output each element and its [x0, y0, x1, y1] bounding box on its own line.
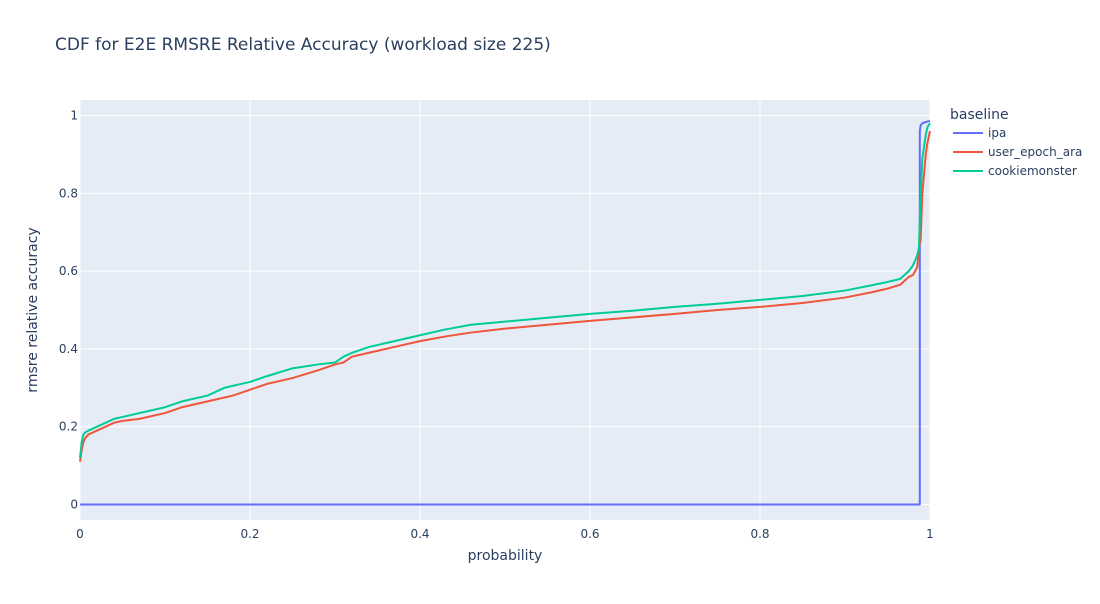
- x-tick-label: 0.2: [240, 527, 259, 541]
- y-tick-label: 1: [70, 109, 78, 123]
- x-tick-label: 1: [926, 527, 934, 541]
- legend-label: cookiemonster: [988, 164, 1077, 178]
- y-tick-labels: 0 0.2 0.4 0.6 0.8 1: [59, 109, 78, 512]
- series-line-user-epoch-ara: [79, 130, 931, 462]
- x-tick-label: 0: [76, 527, 84, 541]
- legend-items[interactable]: ipa user_epoch_ara cookiemonster: [953, 126, 1082, 178]
- legend-item-user-epoch-ara[interactable]: user_epoch_ara: [953, 145, 1082, 159]
- plot-area: [80, 100, 930, 520]
- x-tick-label: 0.4: [410, 527, 429, 541]
- y-tick-label: 0.4: [59, 342, 78, 356]
- y-tick-label: 0.2: [59, 420, 78, 434]
- y-tick-label: 0.8: [59, 186, 78, 200]
- y-tick-label: 0: [70, 497, 78, 511]
- legend-item-cookiemonster[interactable]: cookiemonster: [953, 164, 1077, 178]
- legend-item-ipa[interactable]: ipa: [953, 126, 1006, 140]
- x-axis-title: probability: [468, 548, 543, 564]
- y-axis-title: rmsre relative accuracy: [25, 227, 41, 392]
- y-tick-label: 0.6: [59, 264, 78, 278]
- legend-title: baseline: [950, 107, 1009, 123]
- series-line-cookiemonster: [79, 122, 931, 458]
- chart-title: CDF for E2E RMSRE Relative Accuracy (wor…: [55, 35, 551, 55]
- x-tick-label: 0.6: [580, 527, 599, 541]
- legend-label: ipa: [988, 126, 1006, 140]
- legend-label: user_epoch_ara: [988, 145, 1082, 159]
- series-lines: [79, 120, 931, 506]
- x-tick-label: 0.8: [750, 527, 769, 541]
- x-tick-labels: 0 0.2 0.4 0.6 0.8 1: [76, 527, 934, 541]
- x-gridlines: [79, 100, 931, 520]
- series-line-ipa: [80, 120, 931, 506]
- legend[interactable]: baseline ipa user_epoch_ara cookiemonster: [950, 107, 1082, 178]
